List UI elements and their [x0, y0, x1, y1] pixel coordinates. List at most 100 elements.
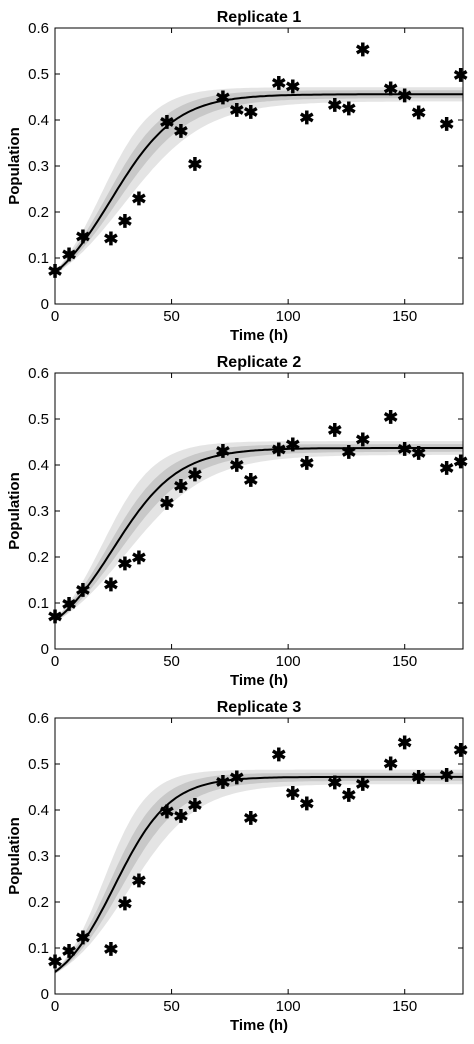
data-point: ✱ [341, 99, 356, 119]
data-point: ✱ [229, 768, 244, 788]
y-tick-label: 0.6 [28, 710, 49, 727]
data-point: ✱ [453, 741, 468, 761]
x-tick-label: 100 [276, 998, 301, 1015]
y-tick-label: 0.3 [28, 848, 49, 865]
data-point: ✱ [61, 245, 76, 265]
y-axis-label: Population [6, 817, 23, 895]
y-tick-label: 0.3 [28, 503, 49, 520]
y-tick-label: 0.6 [28, 365, 49, 382]
data-point: ✱ [327, 773, 342, 793]
data-point: ✱ [117, 554, 132, 574]
data-point: ✱ [355, 775, 370, 795]
data-point: ✱ [215, 772, 230, 792]
y-tick-label: 0.5 [28, 411, 49, 428]
data-point: ✱ [397, 733, 412, 753]
data-point: ✱ [299, 454, 314, 474]
data-point: ✱ [75, 581, 90, 601]
chart-title: Replicate 1 [217, 9, 302, 26]
x-tick-label: 100 [276, 653, 301, 670]
x-tick-label: 0 [51, 308, 59, 325]
data-point: ✱ [173, 806, 188, 826]
y-tick-label: 0.4 [28, 112, 49, 129]
data-point: ✱ [439, 459, 454, 479]
chart-panel-1: 00.10.20.30.40.50.60 50 100 150✱✱✱ ✱✱✱✱✱✱✱✱✱… [6, 9, 468, 344]
data-point: ✱ [117, 212, 132, 232]
data-point: ✱ [355, 430, 370, 450]
data-point: ✱ [117, 894, 132, 914]
data-point: ✱ [47, 952, 62, 972]
data-point: ✱ [299, 108, 314, 128]
data-point: ✱ [383, 754, 398, 774]
data-point: ✱ [411, 444, 426, 464]
x-axis-label: Time (h) [230, 327, 288, 344]
y-tick-label: 0.1 [28, 250, 49, 267]
y-tick-label: 0 [41, 296, 49, 313]
fit-curve [54, 93, 463, 274]
data-point: ✱ [341, 443, 356, 463]
y-axis-label: Population [6, 127, 23, 205]
data-point: ✱ [215, 442, 230, 462]
fit-curve [54, 775, 463, 973]
data-point: ✱ [187, 795, 202, 815]
x-axis-label: Time (h) [230, 672, 288, 689]
data-point: ✱ [159, 112, 174, 132]
y-tick-label: 0.5 [28, 66, 49, 83]
data-point: ✱ [411, 103, 426, 123]
x-tick-label: 0 [51, 998, 59, 1015]
data-point: ✱ [439, 115, 454, 135]
data-point: ✱ [75, 928, 90, 948]
x-tick-label: 150 [392, 653, 417, 670]
data-point: ✱ [271, 440, 286, 460]
data-point: ✱ [397, 86, 412, 106]
y-tick-label: 0.4 [28, 457, 49, 474]
data-point: ✱ [439, 766, 454, 786]
x-tick-label: 50 [163, 998, 180, 1015]
x-tick-label: 150 [392, 308, 417, 325]
data-point: ✱ [103, 229, 118, 249]
data-point: ✱ [159, 494, 174, 514]
data-point: ✱ [355, 40, 370, 60]
data-point: ✱ [75, 227, 90, 247]
data-point: ✱ [243, 103, 258, 123]
y-tick-label: 0 [41, 986, 49, 1003]
data-point: ✱ [327, 95, 342, 115]
data-point: ✱ [383, 408, 398, 428]
data-point: ✱ [453, 65, 468, 85]
data-point: ✱ [131, 189, 146, 209]
data-point: ✱ [383, 79, 398, 99]
x-tick-label: 150 [392, 998, 417, 1015]
y-tick-label: 0.5 [28, 756, 49, 773]
data-point: ✱ [453, 452, 468, 472]
data-point: ✱ [61, 594, 76, 614]
x-tick-label: 50 [163, 653, 180, 670]
data-point: ✱ [159, 802, 174, 822]
y-tick-label: 0.2 [28, 549, 49, 566]
y-tick-label: 0.2 [28, 894, 49, 911]
data-point: ✱ [299, 794, 314, 814]
inner-confidence-band [55, 772, 463, 974]
data-point: ✱ [327, 421, 342, 441]
fit-curve [54, 447, 463, 622]
y-tick-label: 0.3 [28, 158, 49, 175]
data-point: ✱ [243, 471, 258, 491]
y-tick-label: 0.2 [28, 204, 49, 221]
data-point: ✱ [187, 155, 202, 175]
data-point: ✱ [47, 607, 62, 627]
data-point: ✱ [103, 939, 118, 959]
y-tick-label: 0.6 [28, 20, 49, 37]
chart-title: Replicate 2 [217, 354, 302, 371]
data-point: ✱ [243, 809, 258, 829]
data-point: ✱ [131, 871, 146, 891]
data-point: ✱ [173, 122, 188, 142]
y-tick-label: 0.1 [28, 595, 49, 612]
data-point: ✱ [271, 74, 286, 94]
x-axis-label: Time (h) [230, 1017, 288, 1034]
y-axis-label: Population [6, 472, 23, 550]
data-point: ✱ [285, 783, 300, 803]
y-tick-label: 0.1 [28, 940, 49, 957]
data-point: ✱ [173, 477, 188, 497]
chart-panel-3: 00.10.20.30.40.50.60 50 100 150✱✱✱✱✱✱✱✱✱✱✱✱… [6, 699, 468, 1034]
chart-panel-2: 00.10.20.30.40.50.60 50 100 150✱✱✱ ✱✱✱✱✱✱✱✱✱… [6, 354, 468, 689]
data-point: ✱ [285, 77, 300, 97]
